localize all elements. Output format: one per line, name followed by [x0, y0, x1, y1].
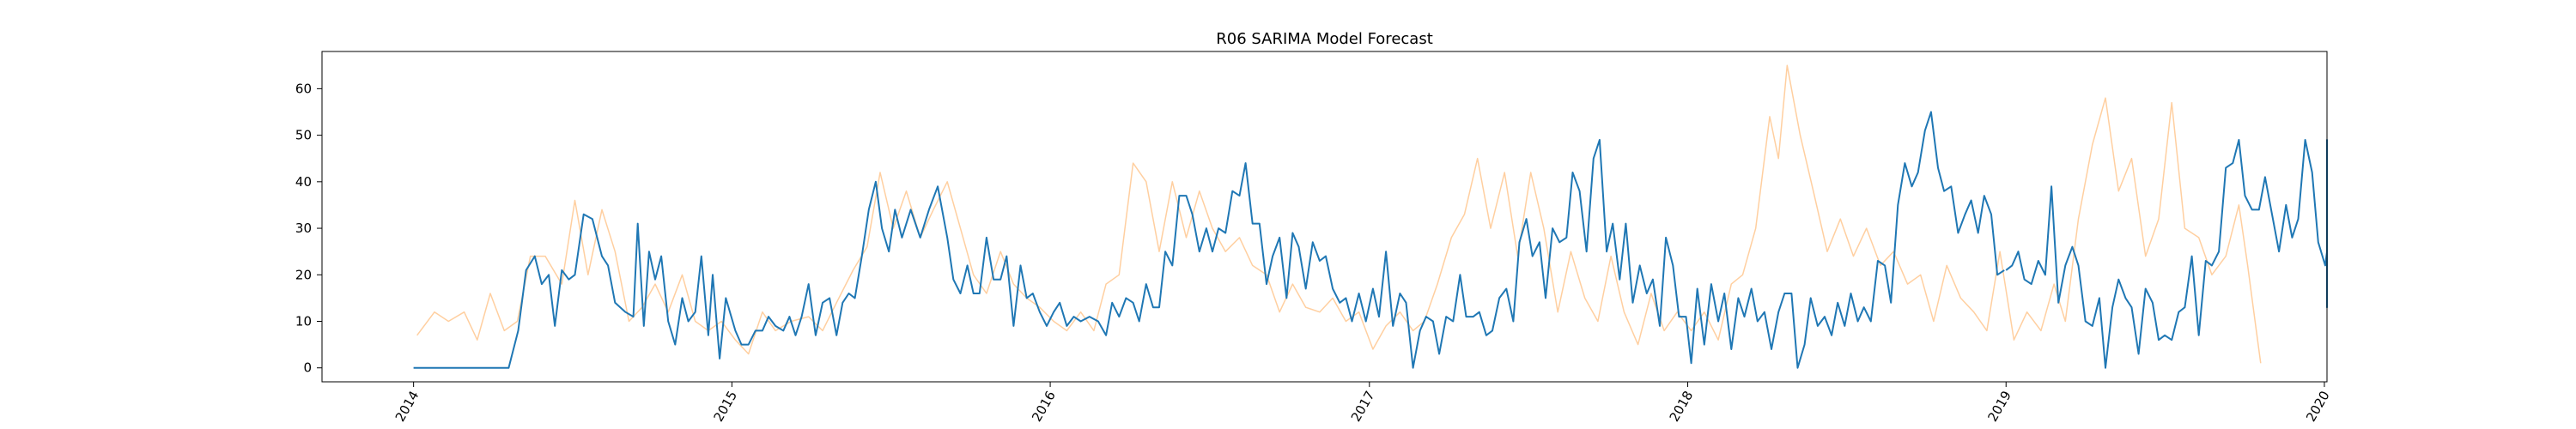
x-tick-label: 2019: [1984, 389, 2014, 425]
x-tick-label: 2015: [710, 389, 740, 425]
series-line-3: [2005, 139, 2328, 369]
series-line-2: [413, 111, 2005, 369]
x-tick-label: 2014: [392, 388, 422, 424]
y-tick-label: 30: [295, 221, 312, 236]
series-layer: [413, 64, 2328, 369]
series-line-1: [416, 64, 2262, 364]
x-axis: 2014 2015 2016 2017 2018 2019 2020: [392, 382, 2333, 425]
y-axis: 0 10 20 30 40 50 60: [295, 81, 322, 376]
x-tick-label: 2018: [1667, 389, 1697, 425]
y-tick-label: 0: [303, 360, 312, 376]
x-tick-label: 2016: [1029, 389, 1059, 425]
x-tick-label: 2017: [1348, 389, 1378, 425]
x-tick-label: 2020: [2303, 389, 2333, 425]
y-tick-label: 60: [295, 81, 312, 96]
y-tick-label: 10: [295, 314, 312, 329]
y-tick-label: 40: [295, 174, 312, 190]
plot-area-frame: [321, 51, 2328, 383]
y-tick-label: 50: [295, 128, 312, 143]
y-tick-label: 20: [295, 267, 312, 282]
chart-title: R06 SARIMA Model Forecast: [1216, 30, 1433, 48]
